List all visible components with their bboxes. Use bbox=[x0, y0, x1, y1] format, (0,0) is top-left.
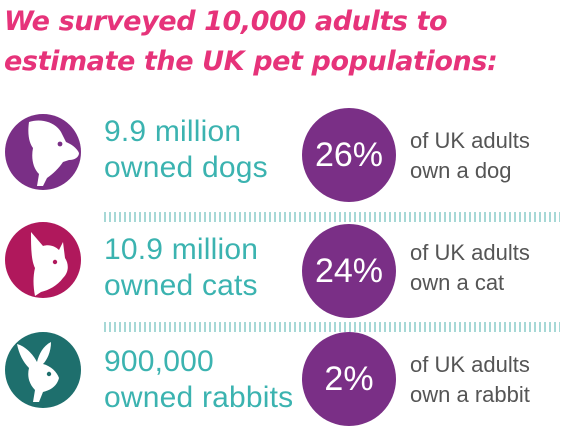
dog-desc-line2: own a dog bbox=[410, 158, 512, 183]
rabbit-desc-line2: own a rabbit bbox=[410, 382, 530, 407]
cat-count-line1: 10.9 million bbox=[104, 233, 259, 266]
dog-count: 9.9 million owned dogs bbox=[104, 114, 268, 186]
dog-count-line1: 9.9 million bbox=[104, 115, 242, 148]
row-divider bbox=[104, 212, 560, 222]
rabbit-description: of UK adults own a rabbit bbox=[410, 350, 530, 410]
rabbit-percent-badge: 2% bbox=[302, 332, 396, 426]
cat-description: of UK adults own a cat bbox=[410, 238, 530, 298]
rabbit-desc-line1: of UK adults bbox=[410, 352, 530, 377]
rabbit-count: 900,000 owned rabbits bbox=[104, 344, 293, 416]
cat-desc-line2: own a cat bbox=[410, 270, 505, 295]
row-divider bbox=[104, 322, 560, 332]
dog-count-line2: owned dogs bbox=[104, 151, 268, 184]
dog-icon bbox=[3, 112, 83, 192]
cat-icon bbox=[3, 220, 83, 300]
cat-count: 10.9 million owned cats bbox=[104, 232, 258, 304]
rabbit-icon bbox=[3, 330, 83, 410]
dog-percent-badge: 26% bbox=[302, 108, 396, 202]
cat-count-line2: owned cats bbox=[104, 269, 258, 302]
cat-percent-badge: 24% bbox=[302, 224, 396, 318]
dog-desc-line1: of UK adults bbox=[410, 128, 530, 153]
rabbit-count-line2: owned rabbits bbox=[104, 381, 294, 414]
dog-description: of UK adults own a dog bbox=[410, 126, 530, 186]
rabbit-count-line1: 900,000 bbox=[104, 345, 214, 378]
page-title: We surveyed 10,000 adults to estimate th… bbox=[4, 6, 498, 77]
cat-desc-line1: of UK adults bbox=[410, 240, 530, 265]
